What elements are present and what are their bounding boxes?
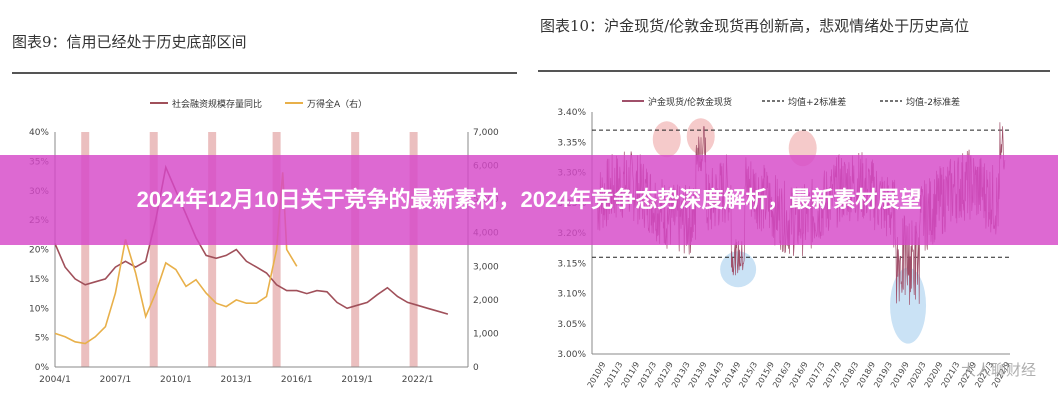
highlight-ellipse <box>686 118 715 155</box>
y-tick: 3.05% <box>557 320 586 330</box>
shade-band <box>409 132 418 367</box>
watermark: 大人聊财经 <box>960 361 1036 379</box>
chart-title-left: 图表9：信用已经处于历史底部区间 <box>12 33 247 51</box>
x-tick: 2004/1 <box>39 375 71 385</box>
banner-title: 2024年12月10日关于竞争的最新素材，2024年竞争态势深度解析，最新素材展… <box>136 187 922 212</box>
chart-title-right: 图表10：沪金现货/伦敦金现货再创新高，悲观情绪处于历史高位 <box>540 17 970 35</box>
legend-label-0: 沪金现货/伦敦金现货 <box>648 96 732 108</box>
y-tick-left: 5% <box>35 334 50 344</box>
shade-band <box>149 132 158 367</box>
y-tick: 3.40% <box>557 108 586 118</box>
series-line-1 <box>54 172 298 345</box>
highlight-ellipse <box>652 121 681 158</box>
title-rule-left <box>12 72 517 74</box>
y-tick-left: 40% <box>29 128 49 138</box>
x-tick: 2022/1 <box>402 375 434 385</box>
x-tick: 2010/1 <box>160 375 192 385</box>
chart-right: 沪金现货/伦敦金现货 均值+2标准差 均值-2标准差 3.00% 3.05% 3.10% 3… <box>557 96 1012 389</box>
y-tick: 3.15% <box>557 259 586 269</box>
legend-label-2: 均值-2标准差 <box>906 96 960 108</box>
y-tick-left: 0% <box>35 363 50 373</box>
title-rule-right <box>538 70 1050 72</box>
x-tick: 2016/1 <box>281 375 313 385</box>
y-tick-right: 0 <box>473 363 479 373</box>
title-banner: 2024年12月10日关于竞争的最新素材，2024年竞争态势深度解析，最新素材展… <box>0 155 1058 245</box>
legend-label-1: 均值+2标准差 <box>788 96 846 108</box>
y-tick-left: 10% <box>29 304 49 314</box>
legend-label-0: 社会融资规模存量同比 <box>172 98 262 110</box>
y-tick: 3.10% <box>557 290 586 300</box>
y-tick-left: 15% <box>29 275 49 285</box>
y-tick-right: 2,000 <box>473 296 499 306</box>
shade-band <box>208 132 217 367</box>
y-tick: 3.35% <box>557 138 586 148</box>
x-tick: 2013/1 <box>220 375 252 385</box>
y-tick-right: 1,000 <box>473 329 499 339</box>
legend-label-1: 万得全A（右） <box>307 98 367 110</box>
y-tick: 3.00% <box>557 350 586 360</box>
shade-band <box>81 132 90 367</box>
y-tick-right: 3,000 <box>473 262 499 272</box>
shade-band <box>351 132 360 367</box>
y-tick-right: 7,000 <box>473 128 499 138</box>
y-tick-left: 20% <box>29 246 49 256</box>
highlight-ellipse <box>890 267 927 344</box>
x-tick: 2019/1 <box>341 375 373 385</box>
x-tick: 2007/1 <box>100 375 132 385</box>
